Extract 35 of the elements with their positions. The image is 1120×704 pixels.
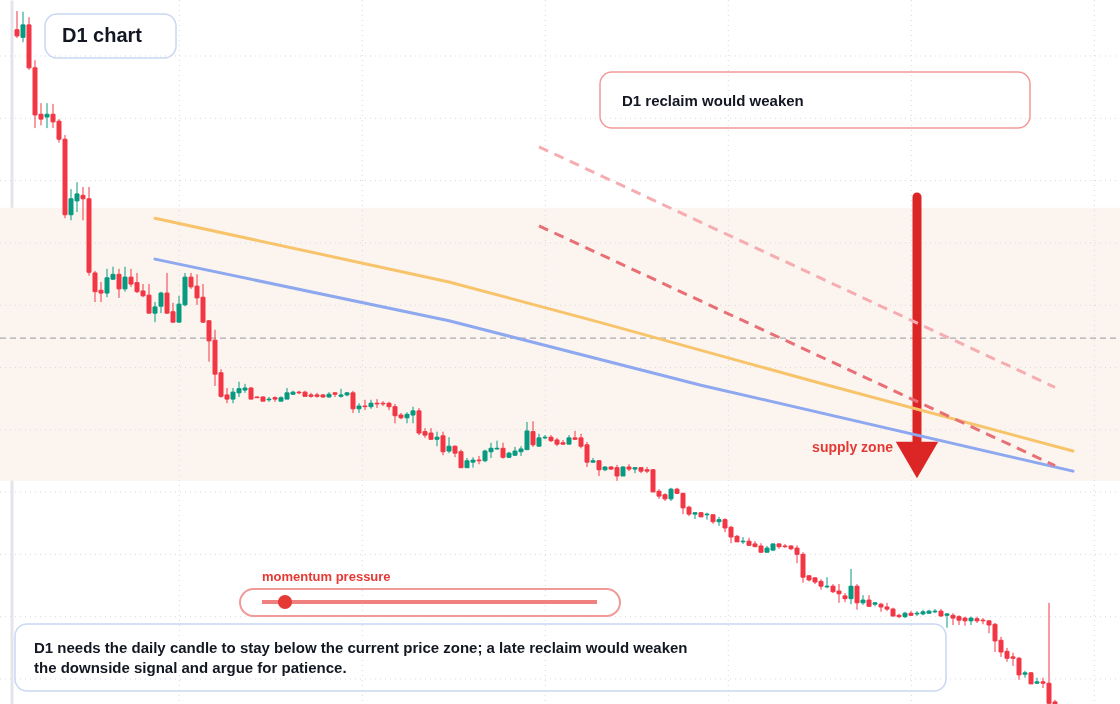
candlestick — [20, 11, 26, 43]
candlestick — [434, 431, 440, 447]
candlestick — [740, 536, 746, 545]
candlestick — [122, 266, 128, 293]
candlestick — [1022, 670, 1028, 679]
annotation: D1 needs the daily candle to stay below the current price zone; a late reclaim would weaken the downside signal and argue for patience. — [34, 639, 688, 676]
candlestick — [272, 395, 278, 403]
annotation: D1 reclaim would weaken — [622, 92, 804, 109]
candlestick — [530, 420, 536, 448]
candlestick — [266, 396, 272, 403]
candlestick — [362, 399, 368, 411]
text: D1 chart — [62, 24, 143, 46]
candlestick — [944, 612, 950, 629]
candlestick — [356, 402, 362, 414]
candlestick — [824, 576, 830, 589]
candlestick — [14, 10, 20, 39]
candlestick — [854, 583, 860, 611]
candlestick — [1034, 677, 1040, 685]
candlestick — [692, 511, 698, 520]
candlestick — [446, 436, 452, 454]
candlestick — [476, 455, 482, 465]
candlestick — [440, 431, 446, 456]
candlestick — [716, 516, 722, 527]
candlestick — [848, 568, 854, 605]
candlestick — [44, 102, 50, 129]
candlestick — [842, 592, 848, 603]
annotation: momentum pressure — [262, 569, 391, 584]
band-label: supply zone — [812, 438, 894, 455]
candlestick — [968, 616, 974, 626]
candlestick — [116, 268, 122, 299]
candlestick — [350, 390, 356, 414]
candlestick — [368, 399, 374, 410]
candlestick — [860, 594, 866, 606]
candlestick — [632, 466, 638, 474]
candlestick — [704, 512, 710, 521]
